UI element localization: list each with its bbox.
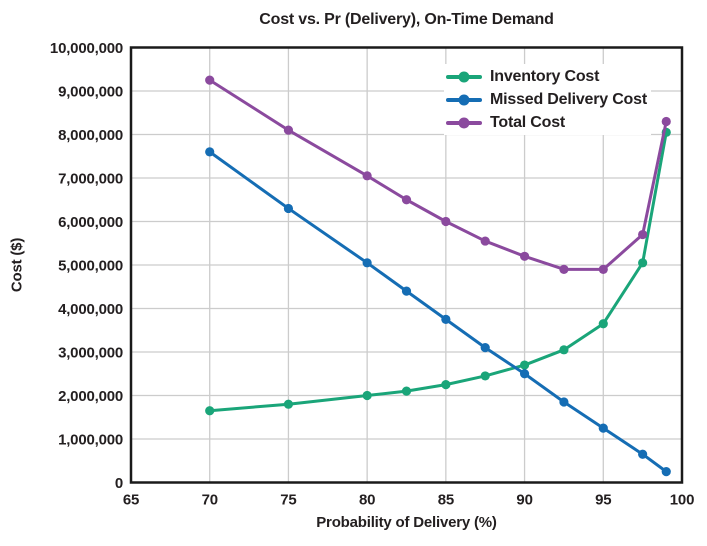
x-tick-label: 100 — [670, 492, 694, 509]
y-tick-label: 8,000,000 — [58, 127, 123, 144]
legend-item-inventory-cost: Inventory Cost — [446, 65, 647, 88]
y-tick-label: 6,000,000 — [58, 214, 123, 231]
x-tick-label: 65 — [123, 492, 139, 509]
x-tick-label: 75 — [280, 492, 296, 509]
x-axis-label: Probability of Delivery (%) — [316, 514, 497, 531]
data-point-inventory-cost — [283, 399, 294, 409]
y-tick-label: 2,000,000 — [58, 388, 123, 405]
legend-marker-missed-delivery-cost-icon — [446, 93, 482, 106]
data-point-total-cost — [480, 236, 490, 246]
data-point-total-cost — [559, 264, 569, 274]
chart-title: Cost vs. Pr (Delivery), On-Time Demand — [259, 11, 554, 28]
series-line-missed-delivery-cost — [208, 150, 668, 474]
data-point-inventory-cost — [559, 345, 569, 355]
legend-label-missed-delivery-cost: Missed Delivery Cost — [490, 90, 647, 108]
legend-item-missed-delivery-cost: Missed Delivery Cost — [446, 88, 647, 111]
x-tick-label: 95 — [595, 492, 611, 509]
y-tick-label: 3,000,000 — [58, 345, 123, 362]
data-point-missed-delivery-cost — [559, 397, 569, 407]
data-point-missed-delivery-cost — [638, 449, 648, 459]
data-point-total-cost — [638, 229, 648, 240]
y-tick-label: 9,000,000 — [58, 84, 123, 101]
y-tick-label: 7,000,000 — [58, 171, 123, 188]
legend-label-total-cost: Total Cost — [490, 113, 566, 131]
data-point-missed-delivery-cost — [661, 467, 671, 477]
x-tick-label: 70 — [202, 492, 218, 509]
data-point-total-cost — [661, 116, 671, 127]
data-point-missed-delivery-cost — [283, 203, 294, 214]
data-point-missed-delivery-cost — [362, 258, 372, 268]
data-point-missed-delivery-cost — [205, 147, 215, 157]
data-point-total-cost — [362, 171, 372, 181]
legend-label-inventory-cost: Inventory Cost — [490, 67, 600, 85]
data-point-total-cost — [598, 264, 608, 274]
y-tick-label: 10,000,000 — [50, 40, 123, 57]
data-point-missed-delivery-cost — [401, 286, 412, 296]
data-point-inventory-cost — [401, 386, 412, 396]
series-line-inventory-cost — [208, 130, 668, 413]
y-tick-label: 0 — [115, 475, 123, 492]
data-point-total-cost — [441, 216, 451, 227]
legend-marker-inventory-cost-icon — [446, 70, 482, 83]
data-point-total-cost — [283, 125, 294, 135]
data-point-total-cost — [519, 251, 530, 261]
data-point-inventory-cost — [598, 319, 608, 329]
data-point-missed-delivery-cost — [441, 314, 451, 324]
data-point-inventory-cost — [205, 406, 215, 416]
x-tick-label: 80 — [359, 492, 375, 509]
y-tick-label: 1,000,000 — [58, 432, 123, 449]
legend: Inventory Cost Missed Delivery Cost Tota… — [444, 64, 651, 135]
data-point-missed-delivery-cost — [519, 369, 530, 379]
data-point-total-cost — [401, 195, 412, 205]
x-tick-label: 90 — [516, 492, 532, 509]
y-tick-label: 5,000,000 — [58, 258, 123, 275]
legend-item-total-cost: Total Cost — [446, 111, 647, 134]
data-point-inventory-cost — [441, 380, 451, 390]
data-point-missed-delivery-cost — [598, 423, 608, 433]
data-point-total-cost — [205, 75, 215, 85]
data-point-inventory-cost — [519, 360, 530, 370]
x-tick-label: 85 — [438, 492, 454, 509]
legend-marker-total-cost-icon — [446, 116, 482, 129]
plot-border — [129, 46, 684, 484]
data-point-inventory-cost — [638, 258, 648, 268]
data-point-inventory-cost — [480, 371, 490, 381]
data-point-inventory-cost — [362, 390, 372, 401]
y-tick-label: 4,000,000 — [58, 301, 123, 318]
data-point-missed-delivery-cost — [480, 343, 490, 353]
